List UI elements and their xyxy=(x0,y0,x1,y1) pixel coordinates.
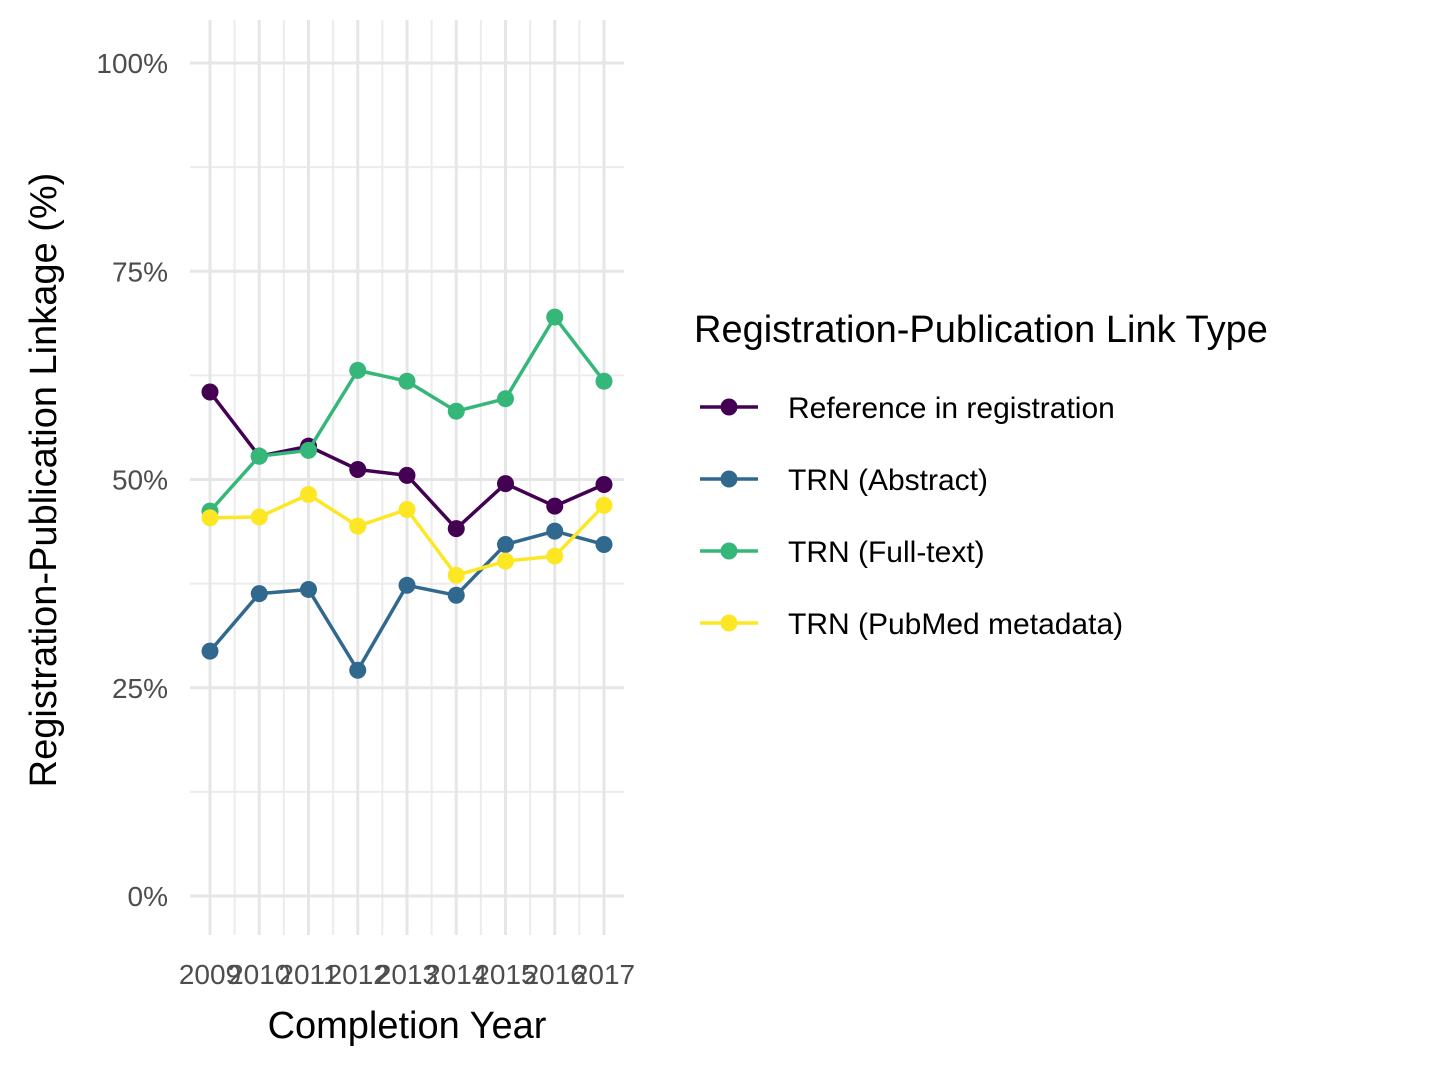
legend-label: Reference in registration xyxy=(788,392,1115,425)
data-point xyxy=(300,485,317,503)
data-point xyxy=(250,508,268,526)
data-point xyxy=(595,475,613,493)
data-point xyxy=(447,402,465,420)
data-point xyxy=(497,535,514,553)
grid xyxy=(190,20,624,935)
x-tick-label: 2011 xyxy=(278,959,338,990)
series-4 xyxy=(201,485,613,584)
plot-series xyxy=(201,308,613,679)
x-tick-label: 2009 xyxy=(179,959,241,990)
legend: Registration-Publication Link Type Refer… xyxy=(694,309,1268,641)
x-tick-label: 2014 xyxy=(425,959,487,990)
x-axis-title: Completion Year xyxy=(268,1005,547,1047)
y-tick-label: 75% xyxy=(112,256,168,287)
data-point xyxy=(546,522,564,540)
data-point xyxy=(595,372,613,390)
data-point xyxy=(398,576,416,594)
data-point xyxy=(349,517,367,535)
series-2 xyxy=(201,522,613,679)
data-point xyxy=(349,461,367,479)
data-point xyxy=(300,580,317,598)
data-point xyxy=(447,586,465,604)
x-tick-label: 2013 xyxy=(376,959,438,990)
data-point xyxy=(546,308,564,326)
legend-item: Reference in registration xyxy=(700,392,1115,425)
y-tick-label: 25% xyxy=(112,673,168,704)
data-point xyxy=(349,661,367,679)
legend-marker xyxy=(720,398,738,416)
x-tick-label: 2017 xyxy=(573,959,635,990)
data-point xyxy=(300,441,317,459)
data-point xyxy=(398,466,416,484)
legend-marker xyxy=(720,470,738,488)
data-point xyxy=(201,642,219,660)
data-point xyxy=(497,390,514,408)
data-point xyxy=(497,475,514,493)
y-axis-ticks: 0% 25% 50% 75% 100% xyxy=(96,48,168,912)
data-point xyxy=(447,566,465,584)
data-point xyxy=(595,535,613,553)
x-tick-label: 2010 xyxy=(228,959,290,990)
data-point xyxy=(201,383,219,401)
data-point xyxy=(398,372,416,390)
y-tick-label: 50% xyxy=(112,465,168,496)
data-point xyxy=(250,447,268,465)
y-tick-label: 100% xyxy=(96,48,168,79)
x-tick-label: 2015 xyxy=(474,959,536,990)
legend-marker xyxy=(720,542,738,560)
legend-title: Registration-Publication Link Type xyxy=(694,309,1268,351)
data-point xyxy=(250,585,268,603)
legend-label: TRN (Abstract) xyxy=(788,464,988,497)
data-point xyxy=(546,547,564,565)
data-point xyxy=(595,496,613,514)
legend-item: TRN (PubMed metadata) xyxy=(700,608,1123,641)
x-tick-label: 2012 xyxy=(327,959,389,990)
data-point xyxy=(201,509,219,527)
legend-label: TRN (Full-text) xyxy=(788,536,985,569)
x-tick-label: 2016 xyxy=(524,959,586,990)
data-point xyxy=(546,497,564,515)
data-point xyxy=(349,361,367,379)
data-point xyxy=(497,552,514,570)
data-point xyxy=(447,520,465,538)
data-point xyxy=(398,500,416,518)
legend-item: TRN (Abstract) xyxy=(700,464,988,497)
legend-item: TRN (Full-text) xyxy=(700,536,985,569)
legend-marker xyxy=(720,614,738,632)
y-axis-title: Registration-Publication Linkage (%) xyxy=(23,173,65,788)
y-tick-label: 0% xyxy=(128,881,168,912)
series-1 xyxy=(201,383,613,538)
legend-label: TRN (PubMed metadata) xyxy=(788,608,1123,641)
